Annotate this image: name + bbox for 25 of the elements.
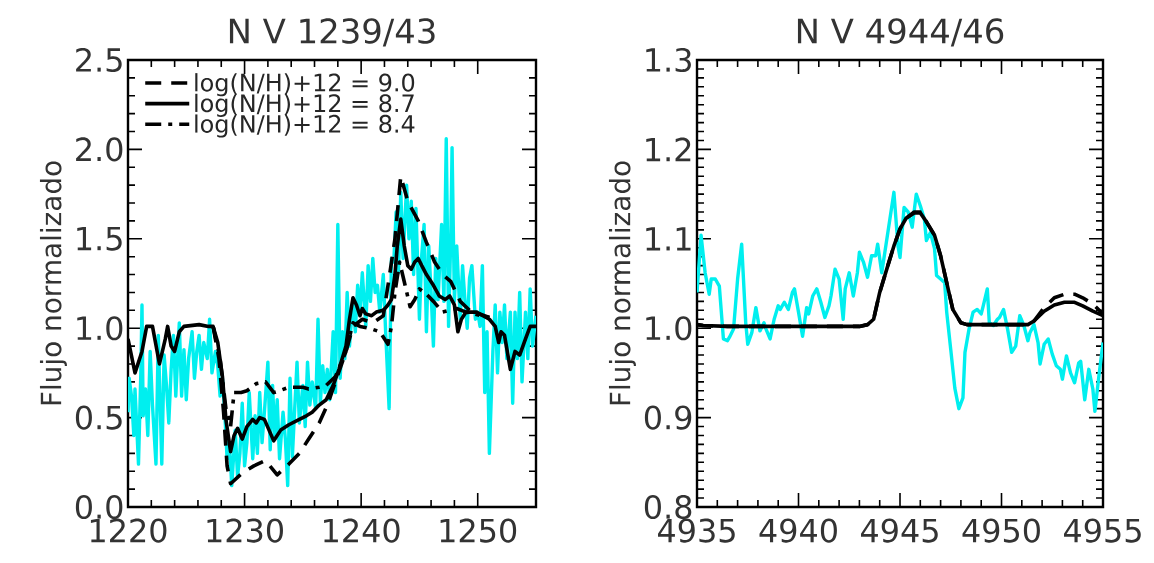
chart-title: N V 4944/46 bbox=[797, 18, 1004, 47]
x-tick-label: 4945 bbox=[861, 518, 938, 543]
y-tick-label: 2.5 bbox=[76, 47, 122, 73]
x-tick-label: 1220 bbox=[90, 518, 167, 543]
x-tick-label: 1250 bbox=[440, 518, 517, 543]
chart-title: N V 1239/43 bbox=[229, 18, 435, 47]
y-tick-label: 1.0 bbox=[646, 316, 692, 341]
y-axis-title: Flujo normalizado bbox=[39, 161, 67, 405]
x-tick-label: 4940 bbox=[759, 518, 837, 543]
y-tick-label: 1.1 bbox=[646, 227, 691, 251]
y-tick-label: 0.5 bbox=[75, 405, 122, 430]
x-tick-label: 4955 bbox=[1064, 518, 1141, 543]
y-tick-label: 0.0 bbox=[75, 494, 123, 520]
x-tick-label: 1230 bbox=[207, 518, 283, 543]
y-tick-label: 2.0 bbox=[76, 137, 123, 162]
x-tick-label: 4950 bbox=[962, 518, 1040, 543]
y-tick-label: 1.3 bbox=[646, 47, 691, 73]
x-tick-label: 4935 bbox=[658, 518, 735, 543]
y-tick-label: 1.5 bbox=[77, 226, 122, 251]
y-tick-label: 0.9 bbox=[644, 405, 692, 430]
y-tick-label: 0.8 bbox=[644, 494, 692, 520]
y-tick-label: 1.0 bbox=[77, 316, 123, 341]
y-axis-title: Flujo normalizado bbox=[608, 161, 636, 405]
y-tick-label: 1.2 bbox=[646, 137, 691, 162]
x-tick-label: 1240 bbox=[324, 518, 400, 543]
